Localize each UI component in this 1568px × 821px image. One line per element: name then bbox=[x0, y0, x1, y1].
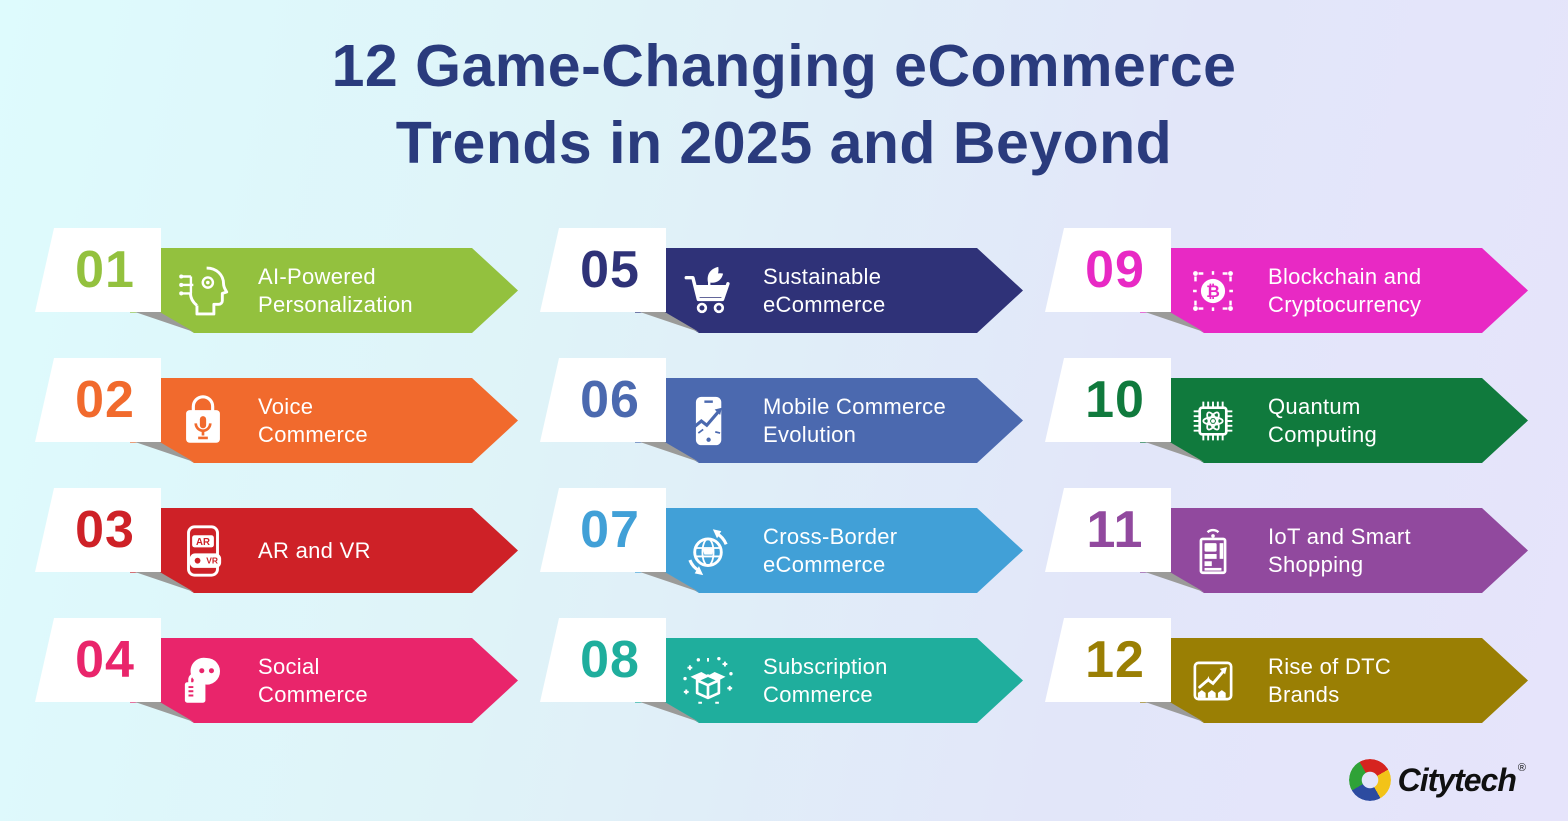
number-card: 01 bbox=[35, 228, 161, 312]
trend-number: 09 bbox=[1085, 241, 1145, 299]
trend-item: AR and VR 03 bbox=[35, 488, 518, 593]
trend-item: Social Commerce 04 bbox=[35, 618, 518, 723]
trend-item: Quantum Computing 10 bbox=[1045, 358, 1528, 463]
trend-number: 03 bbox=[75, 501, 135, 559]
trend-label: Sustainable eCommerce bbox=[763, 264, 886, 317]
trends-grid: AI-Powered Personalization 01 Voice Comm… bbox=[35, 228, 1528, 723]
number-card: 08 bbox=[540, 618, 666, 702]
number-card: 02 bbox=[35, 358, 161, 442]
number-card: 04 bbox=[35, 618, 161, 702]
trend-banner: IoT and Smart Shopping bbox=[1140, 508, 1528, 593]
number-card: 11 bbox=[1045, 488, 1171, 572]
trend-banner: AI-Powered Personalization bbox=[130, 248, 518, 333]
trend-label: Cross-Border eCommerce bbox=[763, 524, 898, 577]
number-card: 09 bbox=[1045, 228, 1171, 312]
citytech-logo-icon bbox=[1348, 759, 1391, 801]
trend-label: AI-Powered Personalization bbox=[258, 264, 413, 317]
number-card: 10 bbox=[1045, 358, 1171, 442]
ar-vr-icon bbox=[174, 522, 232, 580]
trend-item: AI-Powered Personalization 01 bbox=[35, 228, 518, 333]
trend-item: Voice Commerce 02 bbox=[35, 358, 518, 463]
trend-number: 11 bbox=[1086, 501, 1144, 559]
voice-bag-icon bbox=[174, 392, 232, 450]
trend-label: Subscription Commerce bbox=[763, 654, 888, 707]
smart-machine-icon bbox=[1184, 522, 1242, 580]
trend-number: 08 bbox=[580, 631, 640, 689]
number-card: 05 bbox=[540, 228, 666, 312]
trend-item: IoT and Smart Shopping 11 bbox=[1045, 488, 1528, 593]
number-card: 07 bbox=[540, 488, 666, 572]
trend-number: 10 bbox=[1085, 371, 1145, 429]
trend-number: 06 bbox=[580, 371, 640, 429]
subscription-box-icon bbox=[679, 652, 737, 710]
trend-label: AR and VR bbox=[258, 537, 371, 563]
trend-banner: Sustainable eCommerce bbox=[635, 248, 1023, 333]
trend-banner: Blockchain and Cryptocurrency bbox=[1140, 248, 1528, 333]
trend-item: Sustainable eCommerce 05 bbox=[540, 228, 1023, 333]
chat-bag-icon bbox=[174, 652, 232, 710]
trend-label: Quantum Computing bbox=[1268, 394, 1378, 447]
number-card: 12 bbox=[1045, 618, 1171, 702]
trend-item: Mobile Commerce Evolution 06 bbox=[540, 358, 1023, 463]
leaf-cart-icon bbox=[679, 262, 737, 320]
trend-number: 04 bbox=[75, 631, 135, 689]
trend-label: Mobile Commerce Evolution bbox=[763, 394, 946, 447]
trend-banner: AR and VR bbox=[130, 508, 518, 593]
trend-item: Subscription Commerce 08 bbox=[540, 618, 1023, 723]
trend-label: Social Commerce bbox=[258, 654, 368, 707]
trend-banner: Voice Commerce bbox=[130, 378, 518, 463]
trend-banner: Social Commerce bbox=[130, 638, 518, 723]
bitcoin-network-icon bbox=[1184, 262, 1242, 320]
globe-cart-icon bbox=[679, 522, 737, 580]
trend-item: Blockchain and Cryptocurrency 09 bbox=[1045, 228, 1528, 333]
trend-banner: Cross-Border eCommerce bbox=[635, 508, 1023, 593]
ai-head-icon bbox=[174, 262, 232, 320]
number-card: 03 bbox=[35, 488, 161, 572]
trend-item: Rise of DTC Brands 12 bbox=[1045, 618, 1528, 723]
page-title: 12 Game-Changing eCommerce Trends in 202… bbox=[331, 33, 1237, 176]
trend-item: Cross-Border eCommerce 07 bbox=[540, 488, 1023, 593]
trend-label: Rise of DTC Brands bbox=[1268, 654, 1392, 707]
trend-banner: Subscription Commerce bbox=[635, 638, 1023, 723]
trend-banner: Rise of DTC Brands bbox=[1140, 638, 1528, 723]
trend-banner: Quantum Computing bbox=[1140, 378, 1528, 463]
trend-number: 12 bbox=[1085, 631, 1145, 689]
trend-number: 02 bbox=[75, 371, 135, 429]
quantum-chip-icon bbox=[1184, 392, 1242, 450]
trend-label: IoT and Smart Shopping bbox=[1268, 524, 1411, 577]
trend-banner: Mobile Commerce Evolution bbox=[635, 378, 1023, 463]
trend-label: Blockchain and Cryptocurrency bbox=[1268, 264, 1422, 317]
phone-growth-icon bbox=[679, 392, 737, 450]
trend-number: 01 bbox=[75, 241, 135, 299]
registered-trademark-symbol: ® bbox=[1517, 762, 1526, 774]
trend-label: Voice Commerce bbox=[258, 394, 368, 447]
trend-number: 05 bbox=[580, 241, 640, 299]
dtc-growth-icon bbox=[1184, 652, 1242, 710]
citytech-logo-text: Citytech bbox=[1397, 761, 1517, 798]
citytech-logo: Citytech ® bbox=[1348, 759, 1526, 801]
trend-number: 07 bbox=[580, 501, 640, 559]
number-card: 06 bbox=[540, 358, 666, 442]
